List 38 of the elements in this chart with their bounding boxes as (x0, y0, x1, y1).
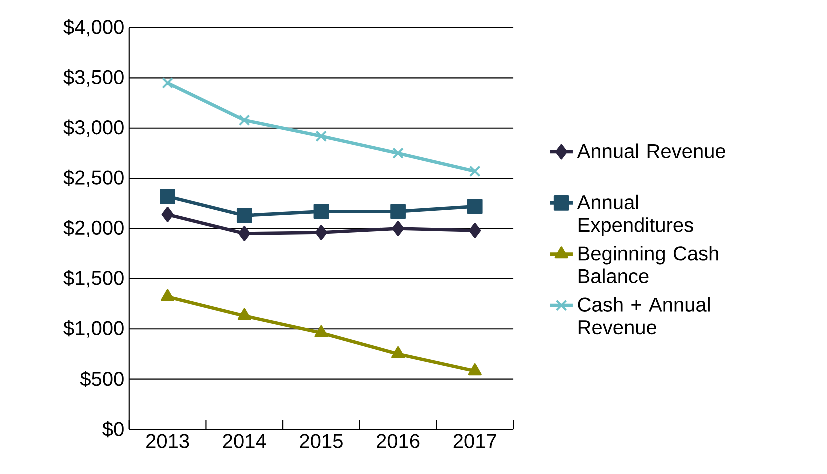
point (160, 189, 176, 205)
x-tick-label: 2014 (223, 434, 266, 449)
point (392, 346, 406, 359)
y-tick-label: $0 (102, 422, 124, 438)
x-tick-label: 2015 (300, 434, 343, 449)
point (469, 166, 481, 178)
y-tick-label: $3,000 (64, 120, 124, 138)
y-tick-label: $500 (80, 371, 124, 388)
y-tick-label: $2,000 (64, 220, 124, 238)
point (314, 204, 330, 220)
point (392, 148, 404, 160)
legend-label: Annual Expenditures (577, 195, 694, 236)
point (315, 225, 328, 241)
point (162, 207, 174, 223)
point (392, 221, 404, 237)
point (238, 226, 251, 242)
x-tick-label: 2017 (454, 434, 496, 449)
y-tick-label: $4,000 (64, 20, 124, 37)
point (314, 326, 328, 338)
point (390, 204, 406, 220)
y-tick-label: $2,500 (64, 170, 124, 188)
point (469, 223, 482, 239)
y-tick-label: $1,000 (64, 320, 124, 338)
point (162, 78, 174, 90)
x-tick-label: 2013 (146, 434, 190, 449)
point (238, 308, 252, 321)
x-tick-label: 2016 (377, 434, 420, 449)
point (236, 208, 252, 224)
point (238, 114, 250, 126)
y-tick-label: $3,500 (64, 70, 124, 88)
point (161, 290, 175, 302)
point (468, 364, 482, 376)
legend-label: Beginning Cash Balance (578, 246, 718, 284)
point (467, 199, 483, 215)
legend-label: Cash + Annual Revenue (578, 298, 710, 335)
point (316, 130, 328, 142)
legend-label: Annual Revenue (577, 144, 726, 159)
y-tick-label: $1,500 (64, 270, 124, 288)
